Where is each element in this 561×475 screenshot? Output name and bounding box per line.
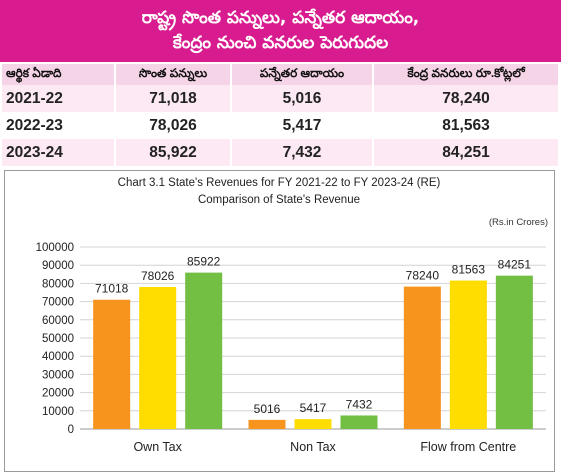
bar xyxy=(449,280,487,429)
banner: రాష్ట్ర సొంత పన్నులు, పన్నేతర ఆదాయం, కేం… xyxy=(0,0,561,62)
data-label: 85922 xyxy=(187,255,221,269)
x-category-label: Non Tax xyxy=(290,440,336,454)
data-label: 81563 xyxy=(452,263,486,277)
table-cell: 85,922 xyxy=(115,139,232,166)
data-label: 5417 xyxy=(300,401,327,415)
y-tick-label: 50000 xyxy=(42,333,74,345)
table-cell: 5,016 xyxy=(231,85,374,112)
bar xyxy=(495,275,533,429)
bar xyxy=(248,419,286,429)
chart-subtitle: Comparison of State's Revenue xyxy=(198,194,360,206)
data-label: 71018 xyxy=(95,282,129,296)
y-tick-label: 70000 xyxy=(42,297,74,309)
table-header-row: ఆర్థిక ఏడాది సొంత పన్నులు పన్నేతర ఆదాయం … xyxy=(2,64,560,85)
y-tick-label: 10000 xyxy=(42,406,74,418)
bar xyxy=(185,272,223,429)
table-cell: 7,432 xyxy=(231,139,374,166)
y-tick-label: 100000 xyxy=(36,242,74,254)
x-category-label: Own Tax xyxy=(133,440,182,454)
y-tick-label: 80000 xyxy=(42,278,74,290)
data-label: 78240 xyxy=(406,269,440,283)
y-tick-label: 30000 xyxy=(42,369,74,381)
table-cell: 5,417 xyxy=(231,112,374,139)
x-category-label: Flow from Centre xyxy=(420,440,516,454)
revenue-bar-chart: Chart 3.1 State's Revenues for FY 2021-2… xyxy=(36,177,548,454)
table-cell: 78,026 xyxy=(115,112,232,139)
table-cell: 2022-23 xyxy=(2,112,116,139)
chart-panel: Chart 3.1 State's Revenues for FY 2021-2… xyxy=(4,170,555,472)
y-tick-label: 20000 xyxy=(42,388,74,400)
table-row: 2022-23 78,026 5,417 81,563 xyxy=(2,112,560,139)
y-tick-label: 60000 xyxy=(42,315,74,327)
table-cell: 84,251 xyxy=(373,139,560,166)
banner-title-line-2: కేంద్రం నుంచి వనరుల పెరుగుదల xyxy=(172,33,389,53)
y-tick-label: 90000 xyxy=(42,260,74,272)
chart-title: Chart 3.1 State's Revenues for FY 2021-2… xyxy=(118,177,441,189)
table-cell: 81,563 xyxy=(373,112,560,139)
table-cell: 71,018 xyxy=(115,85,232,112)
header-central-resources: కేంద్ర వనరులు రూ.కోట్లలో xyxy=(373,64,560,85)
data-label: 7432 xyxy=(346,397,373,411)
y-tick-label: 0 xyxy=(68,424,74,436)
data-label: 5016 xyxy=(254,402,281,416)
table-cell: 2021-22 xyxy=(2,85,116,112)
header-own-taxes: సొంత పన్నులు xyxy=(115,64,232,85)
bar xyxy=(340,415,378,429)
banner-title-line-1: రాష్ట్ర సొంత పన్నులు, పన్నేతర ఆదాయం, xyxy=(141,8,420,28)
bar xyxy=(294,419,332,429)
table-cell: 78,240 xyxy=(373,85,560,112)
data-label: 84251 xyxy=(498,258,532,272)
table-cell: 2023-24 xyxy=(2,139,116,166)
revenue-table: ఆర్థిక ఏడాది సొంత పన్నులు పన్నేతర ఆదాయం … xyxy=(2,64,560,166)
bar xyxy=(93,299,131,429)
bar xyxy=(403,286,441,429)
header-financial-year: ఆర్థిక ఏడాది xyxy=(2,64,116,85)
table-row: 2021-22 71,018 5,016 78,240 xyxy=(2,85,560,112)
header-non-tax-revenue: పన్నేతర ఆదాయం xyxy=(231,64,374,85)
bar xyxy=(139,286,177,429)
data-label: 78026 xyxy=(141,269,175,283)
y-tick-label: 40000 xyxy=(42,351,74,363)
chart-unit-label: (Rs.in Crores) xyxy=(489,217,548,228)
table-row: 2023-24 85,922 7,432 84,251 xyxy=(2,139,560,166)
